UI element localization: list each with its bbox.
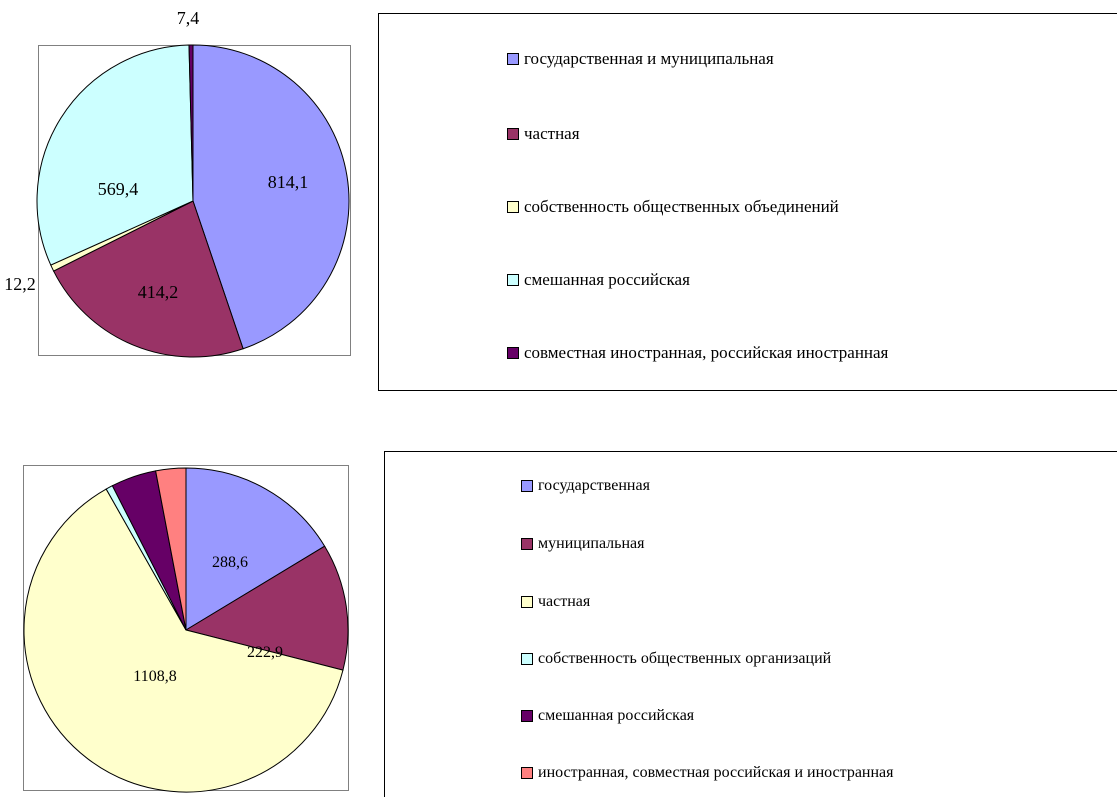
chart2-legend-label-1: муниципальная: [538, 535, 645, 552]
chart2-legend-item-1: муниципальная: [521, 536, 644, 552]
chart1-legend-swatch-2: [507, 200, 519, 213]
chart1-legend-swatch-0: [507, 52, 519, 65]
chart2-legend-item-3: собственность общественных организаций: [521, 651, 831, 667]
chart2-legend-label-4: смешанная российская: [538, 707, 695, 724]
chart2-slice-0: [185, 467, 326, 631]
chart2-slice-5: [155, 467, 187, 631]
chart1-legend-item-0: государственная и муниципальная: [507, 50, 774, 67]
chart1-legend-label-1: частная: [524, 124, 580, 143]
chart1-legend-item-1: частная: [507, 125, 580, 142]
chart1-legend-label-0: государственная и муниципальная: [524, 49, 774, 68]
chart2-legend-swatch-3: [521, 653, 533, 665]
chart2-legend-item-2: частная: [521, 594, 590, 610]
chart2-data-label-0: 288,6: [212, 554, 248, 571]
chart1-legend-label-3: смешанная российская: [524, 270, 690, 289]
chart1-data-label-4: 7,4: [177, 8, 200, 28]
chart1-legend-label-2: собственность общественных объединений: [524, 197, 839, 216]
chart1-legend-label-4: совместная иностранная, российская иност…: [524, 343, 889, 362]
chart2-legend-item-5: иностранная, совместная российская и ино…: [521, 765, 894, 781]
chart1-data-label-0: 814,1: [268, 172, 309, 192]
chart2-data-label-2: 1108,8: [133, 668, 176, 685]
chart1-legend-swatch-4: [507, 346, 519, 359]
chart1-slice-4: [188, 44, 194, 202]
chart2-legend-label-5: иностранная, совместная российская и ино…: [538, 764, 894, 781]
chart2-legend-label-2: частная: [538, 593, 591, 610]
chart1-legend-swatch-3: [507, 273, 519, 286]
chart2-slice-2: [23, 488, 344, 793]
chart2-legend-label-0: государственная: [538, 477, 650, 494]
chart2-legend-swatch-0: [521, 480, 533, 492]
chart2-legend: государственная муниципальная частная со…: [384, 451, 1117, 797]
chart1-legend-item-2: собственность общественных объединений: [507, 198, 839, 215]
chart1-legend: государственная и муниципальная частная …: [378, 13, 1117, 391]
chart2-slice-1: [184, 545, 349, 671]
chart1-legend-item-3: смешанная российская: [507, 271, 690, 288]
chart1-slice-1: [52, 200, 244, 358]
chart2-legend-item-0: государственная: [521, 478, 650, 494]
chart2-legend-label-3: собственность общественных организаций: [538, 650, 832, 667]
chart1-data-label-3: 569,4: [98, 179, 139, 199]
chart1-data-label-2: 12,2: [4, 274, 36, 294]
chart1-legend-item-4: совместная иностранная, российская иност…: [507, 344, 888, 361]
chart2-data-label-1: 222,9: [247, 644, 283, 661]
chart1-slice-0: [192, 44, 350, 350]
chart2-legend-swatch-5: [521, 767, 533, 779]
chart2-legend-swatch-4: [521, 710, 533, 722]
chart1-data-label-1: 414,2: [138, 282, 179, 302]
chart1-slice-3: [36, 44, 194, 266]
chart2-legend-swatch-2: [521, 596, 533, 608]
chart2-legend-item-4: смешанная российская: [521, 708, 694, 724]
chart1-legend-swatch-1: [507, 127, 519, 140]
chart2-legend-swatch-1: [521, 538, 533, 550]
